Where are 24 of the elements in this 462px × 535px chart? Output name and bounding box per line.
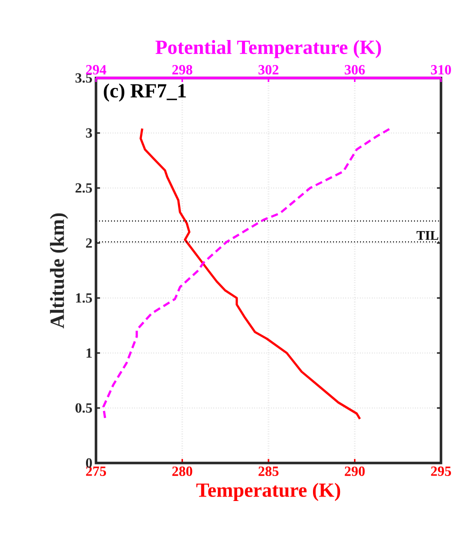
y-tick-label: 2 <box>86 238 92 248</box>
x-tick-label: 290 <box>344 466 365 476</box>
y-tick-label: 1 <box>86 348 92 358</box>
y-tick-label: 3.5 <box>76 73 92 83</box>
ref-line-label: TIL <box>416 231 438 240</box>
x2-axis-title: Potential Temperature (K) <box>156 40 381 58</box>
y-tick-label: 2.5 <box>76 183 92 193</box>
x-axis-title: Temperature (K) <box>196 482 340 501</box>
line-series <box>140 128 362 420</box>
y-tick-label: 3 <box>86 128 92 138</box>
x-tick-label: 280 <box>172 466 192 476</box>
x-tick-label: 295 <box>431 466 451 476</box>
y-tick-label: 0.5 <box>76 403 92 413</box>
x-tick-label: 285 <box>258 466 278 476</box>
y-tick-label: 1.5 <box>76 293 92 303</box>
x2-tick-label: 298 <box>172 65 192 74</box>
x2-tick-label: 294 <box>86 65 106 74</box>
y-axis-title: Altitude (km) <box>50 213 68 328</box>
x2-tick-label: 306 <box>344 65 365 74</box>
chart-title: (c) RF7_1 <box>104 83 186 102</box>
y-tick-label: 0 <box>86 458 92 468</box>
x2-tick-label: 310 <box>431 65 451 74</box>
x2-tick-label: 302 <box>258 65 278 74</box>
x-tick-label: 275 <box>86 466 106 476</box>
